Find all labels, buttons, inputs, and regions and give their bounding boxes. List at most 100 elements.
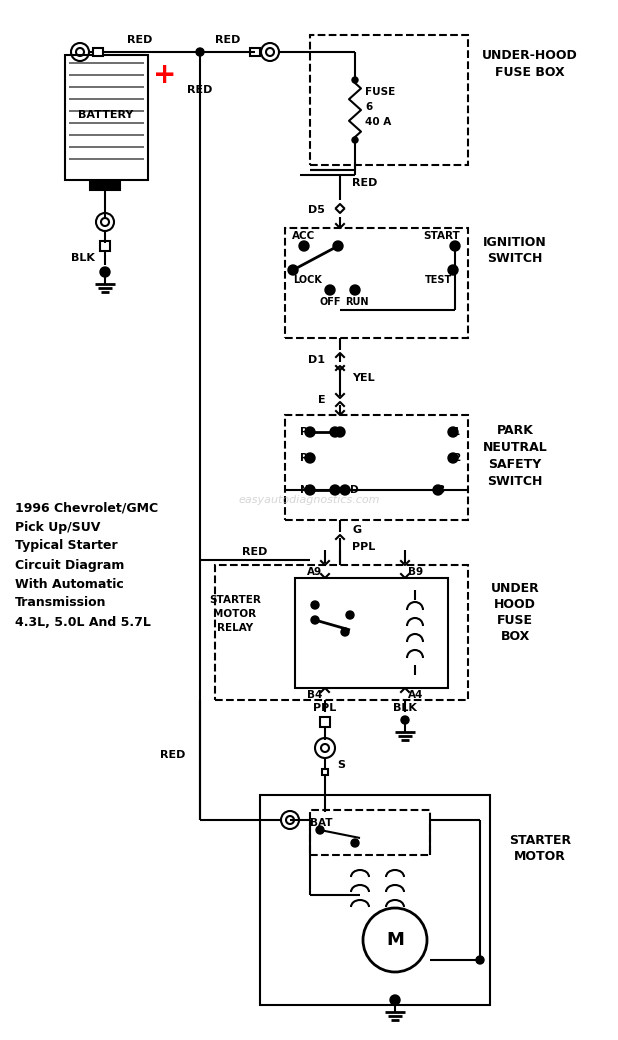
Text: UNDER-HOOD: UNDER-HOOD: [482, 49, 578, 61]
Text: N: N: [300, 485, 309, 495]
Text: STARTER: STARTER: [509, 833, 571, 847]
Circle shape: [333, 241, 343, 251]
Text: BLK: BLK: [71, 253, 95, 263]
Text: R: R: [300, 453, 308, 463]
Circle shape: [330, 427, 340, 437]
Circle shape: [433, 485, 443, 495]
Circle shape: [288, 265, 298, 275]
Circle shape: [352, 137, 358, 144]
Text: MOTOR: MOTOR: [213, 609, 256, 619]
Text: PPL: PPL: [352, 542, 375, 552]
Bar: [310, 35, 468, 165]
Circle shape: [346, 610, 354, 619]
Bar: [90, 182, 120, 190]
Circle shape: [350, 285, 360, 295]
Circle shape: [448, 453, 458, 463]
Circle shape: [401, 716, 409, 724]
Text: E: E: [318, 395, 326, 405]
Text: RED: RED: [242, 547, 268, 557]
Circle shape: [100, 267, 110, 277]
Text: 40 A: 40 A: [365, 118, 391, 127]
Text: SWITCH: SWITCH: [488, 474, 543, 488]
Circle shape: [476, 956, 484, 964]
Bar: [322, 769, 328, 775]
Circle shape: [305, 485, 315, 495]
Circle shape: [352, 77, 358, 83]
Text: 2: 2: [453, 453, 460, 463]
Text: P: P: [300, 427, 308, 437]
Circle shape: [316, 826, 324, 834]
Circle shape: [330, 485, 340, 495]
Text: B9: B9: [408, 567, 423, 577]
Text: RED: RED: [215, 35, 240, 45]
Circle shape: [196, 48, 204, 56]
Text: M: M: [386, 931, 404, 948]
Circle shape: [390, 995, 400, 1005]
Text: BATTERY: BATTERY: [78, 110, 133, 120]
Circle shape: [311, 601, 319, 609]
Text: ACC: ACC: [292, 231, 315, 241]
Circle shape: [448, 265, 458, 275]
Text: +: +: [153, 61, 177, 89]
Circle shape: [341, 628, 349, 636]
Text: BLK: BLK: [393, 703, 417, 713]
Circle shape: [340, 485, 350, 495]
Text: NEUTRAL: NEUTRAL: [483, 441, 548, 453]
Bar: [100, 241, 110, 251]
Text: PPL: PPL: [313, 703, 337, 713]
Text: D: D: [350, 485, 358, 495]
Text: IGNITION: IGNITION: [483, 235, 547, 249]
Text: G: G: [352, 525, 361, 535]
Circle shape: [299, 241, 309, 251]
Text: 1: 1: [453, 427, 460, 437]
Circle shape: [351, 839, 359, 847]
Circle shape: [335, 427, 345, 437]
Text: RELAY: RELAY: [217, 623, 253, 633]
Bar: [260, 795, 490, 1005]
Circle shape: [311, 616, 319, 624]
Text: FUSE: FUSE: [365, 87, 396, 97]
Text: SAFETY: SAFETY: [488, 458, 541, 470]
Bar: [285, 228, 468, 338]
Text: UNDER: UNDER: [491, 581, 540, 595]
Text: START: START: [423, 231, 460, 241]
Bar: [93, 48, 103, 56]
Text: B4: B4: [307, 690, 322, 700]
Circle shape: [305, 453, 315, 463]
Text: YEL: YEL: [352, 373, 375, 383]
Circle shape: [450, 241, 460, 251]
Bar: [310, 810, 430, 855]
Circle shape: [305, 427, 315, 437]
Text: RED: RED: [187, 85, 213, 95]
Text: 1996 Chevrolet/GMC
Pick Up/SUV
Typical Starter
Circuit Diagram
With Automatic
Tr: 1996 Chevrolet/GMC Pick Up/SUV Typical S…: [15, 501, 158, 628]
Text: 3: 3: [438, 485, 445, 495]
Text: FUSE: FUSE: [497, 614, 533, 626]
Text: RED: RED: [127, 35, 153, 45]
Text: easyautodiagnostics.com: easyautodiagnostics.com: [239, 495, 379, 505]
Text: PARK: PARK: [496, 423, 533, 437]
Text: D5: D5: [308, 205, 325, 215]
Text: STARTER: STARTER: [209, 595, 261, 605]
Text: TEST: TEST: [425, 275, 452, 285]
Bar: [320, 717, 330, 727]
Circle shape: [325, 285, 335, 295]
Bar: [295, 578, 448, 688]
Text: OFF: OFF: [320, 297, 341, 307]
Text: BOX: BOX: [501, 629, 530, 643]
Text: D1: D1: [308, 355, 325, 365]
Text: MOTOR: MOTOR: [514, 851, 566, 863]
Text: HOOD: HOOD: [494, 598, 536, 610]
Bar: [250, 48, 260, 56]
Text: A9: A9: [307, 567, 322, 577]
Text: BAT: BAT: [310, 818, 332, 828]
Circle shape: [448, 427, 458, 437]
Bar: [215, 565, 468, 700]
Text: S: S: [337, 760, 345, 770]
Bar: [285, 415, 468, 520]
Text: FUSE BOX: FUSE BOX: [495, 66, 565, 78]
Text: RUN: RUN: [345, 297, 369, 307]
Text: LOCK: LOCK: [293, 275, 322, 285]
Text: SWITCH: SWITCH: [488, 252, 543, 264]
Text: 6: 6: [365, 102, 372, 112]
Text: RED: RED: [352, 178, 378, 188]
